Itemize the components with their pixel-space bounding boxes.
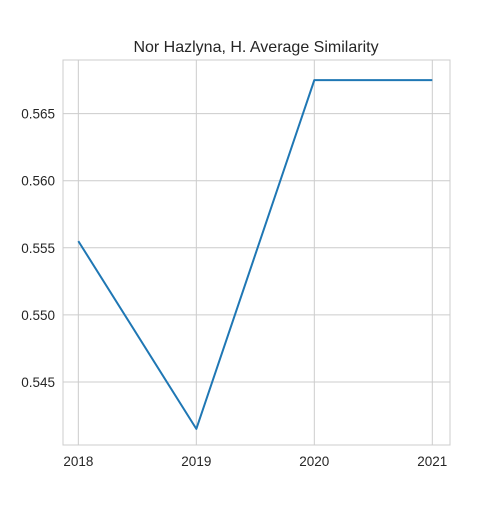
series-line (78, 80, 432, 429)
y-tick-label: 0.565 (21, 107, 55, 122)
x-tick-label: 2020 (299, 454, 329, 469)
y-tick-label: 0.560 (21, 174, 55, 189)
x-axis-ticks: 2018 2019 2020 2021 (63, 454, 447, 469)
y-tick-label: 0.555 (21, 241, 55, 256)
x-tick-label: 2019 (181, 454, 211, 469)
chart-title: Nor Hazlyna, H. Average Similarity (133, 39, 378, 56)
y-tick-label: 0.545 (21, 375, 55, 390)
y-axis-ticks: 0.545 0.550 0.555 0.560 0.565 (21, 107, 55, 390)
y-tick-label: 0.550 (21, 308, 55, 323)
x-tick-label: 2018 (63, 454, 93, 469)
x-tick-label: 2021 (417, 454, 447, 469)
series-layer (78, 80, 432, 429)
